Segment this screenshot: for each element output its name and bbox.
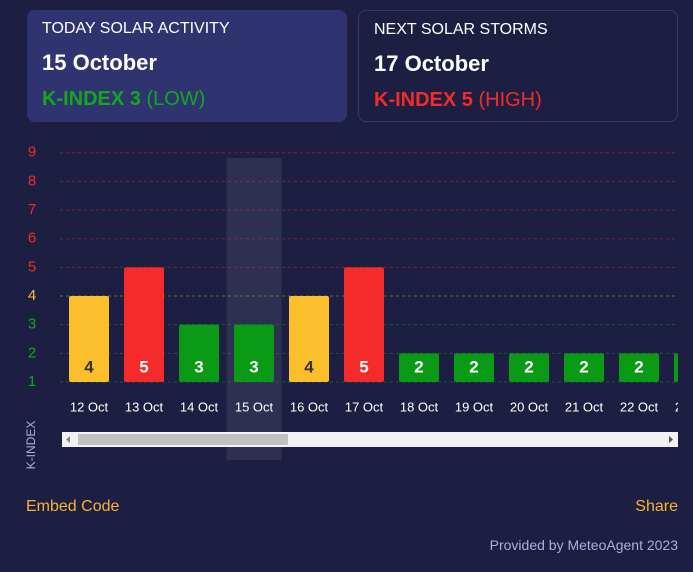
value-label: 5 [139, 357, 148, 376]
card-date: 15 October [42, 50, 157, 75]
y-tick-label: 7 [28, 201, 36, 218]
bar [289, 296, 329, 382]
value-label: 2 [414, 357, 423, 376]
scroll-left[interactable] [66, 436, 70, 443]
bar [124, 267, 164, 382]
bar [399, 353, 439, 382]
x-tick-label: 20 Oct [510, 399, 549, 414]
y-tick-label: 6 [28, 230, 36, 247]
x-tick-label: 19 Oct [455, 399, 494, 414]
plot-area: 12 Oct 4 13 Oct 5 14 Oct 3 15 Oct 3 16 Oct 4 17 Oc… [60, 152, 693, 460]
x-tick-label: 15 Oct [235, 399, 274, 414]
value-label: 4 [304, 357, 314, 376]
value-label: 3 [194, 357, 203, 376]
highlight-column [226, 158, 282, 460]
card-index: K-INDEX 3 (LOW) [42, 88, 332, 111]
value-label: 2 [579, 357, 588, 376]
x-tick-label: 13 Oct [125, 399, 164, 414]
bar [454, 353, 494, 382]
x-tick-label: 14 Oct [180, 399, 219, 414]
y-tick-label: 3 [28, 316, 36, 333]
bar [234, 324, 274, 382]
value-label: 2 [469, 357, 478, 376]
x-tick-label: 22 Oct [620, 399, 659, 414]
y-tick-label: 8 [28, 172, 36, 189]
value-label: 2 [689, 357, 693, 376]
card-index: K-INDEX 5 (HIGH) [374, 89, 662, 112]
level-text: (LOW) [146, 88, 206, 110]
bar [69, 296, 109, 382]
value-label: 4 [84, 357, 94, 376]
y-tick-label: 9 [28, 144, 36, 161]
x-tick-label: 17 Oct [345, 399, 384, 414]
bar [344, 267, 384, 382]
index-text: K-INDEX 5 [374, 89, 473, 111]
value-label: 2 [634, 357, 643, 376]
x-tick-label: 21 Oct [565, 399, 604, 414]
index-text: K-INDEX 3 [42, 88, 141, 110]
value-label: 5 [359, 357, 368, 376]
x-tick-label: 23 Oct [675, 399, 693, 414]
value-label: 2 [524, 357, 533, 376]
value-label: 3 [249, 357, 258, 376]
bar [619, 353, 659, 382]
x-tick-label: 18 Oct [400, 399, 439, 414]
bar [564, 353, 604, 382]
share-link[interactable]: Share [635, 498, 678, 515]
bar [674, 353, 678, 382]
card-date: 17 October [374, 51, 489, 76]
level-text: (HIGH) [478, 89, 542, 111]
credit: Provided by MeteoAgent 2023 [489, 537, 678, 553]
card-label: TODAY SOLAR ACTIVITY [42, 20, 230, 37]
x-tick-label: 12 Oct [70, 399, 109, 414]
today-card: TODAY SOLAR ACTIVITY 15 October K-INDEX … [27, 10, 347, 122]
scroll-thumb[interactable] [78, 434, 288, 445]
card-label: NEXT SOLAR STORMS [374, 21, 548, 38]
scroll-right[interactable] [669, 436, 673, 443]
y-tick-label: 4 [28, 287, 36, 304]
x-tick-label: 16 Oct [290, 399, 329, 414]
bar [179, 324, 219, 382]
y-tick-label: 2 [28, 344, 36, 361]
y-tick-label: 1 [28, 373, 36, 390]
embed-link[interactable]: Embed Code [26, 498, 120, 515]
next-card: NEXT SOLAR STORMS 17 October K-INDEX 5 (… [358, 10, 678, 122]
y-axis-label: K-INDEX [24, 421, 38, 470]
y-tick-label: 5 [28, 258, 36, 275]
bar [509, 353, 549, 382]
